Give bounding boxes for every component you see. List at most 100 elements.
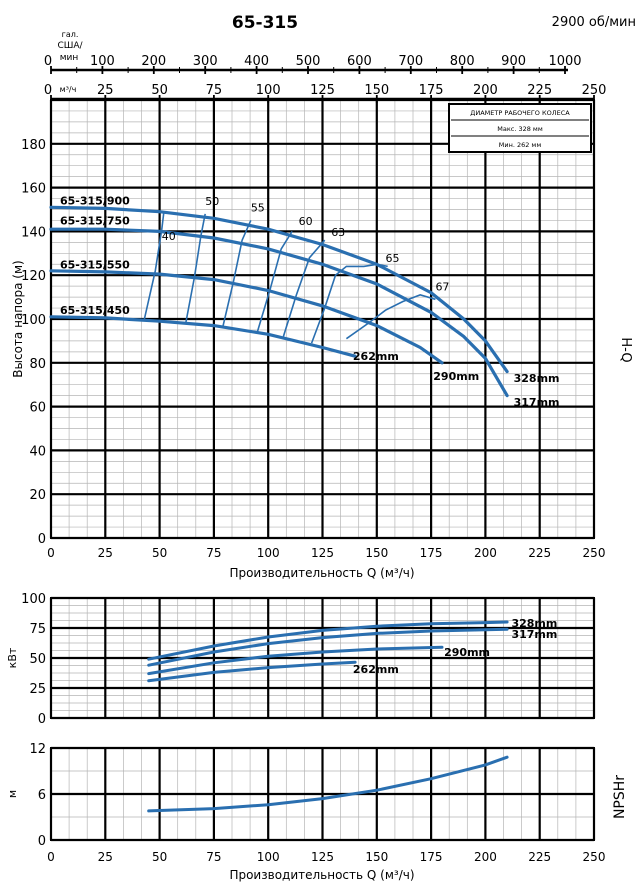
hq-side-label: H-Q bbox=[618, 337, 633, 362]
usgpm-unit-line3: мин bbox=[60, 53, 79, 63]
head-y-tick: 120 bbox=[21, 269, 46, 284]
power-curve-328mm bbox=[147, 620, 509, 661]
npsh-x-tick: 75 bbox=[206, 850, 221, 864]
efficiency-iso-line-2 bbox=[184, 213, 206, 324]
speed-label: 2900 об/мин bbox=[552, 15, 636, 30]
usgpm-tick-label: 200 bbox=[141, 54, 166, 69]
efficiency-label-67: 67 bbox=[435, 281, 449, 294]
impeller-model-label: 65-315/900 bbox=[60, 195, 130, 208]
usgpm-tick-label: 400 bbox=[244, 54, 269, 69]
head-x-tick: 175 bbox=[420, 546, 443, 560]
power-y-tick: 25 bbox=[29, 682, 46, 697]
efficiency-iso-line-1 bbox=[143, 211, 165, 320]
legend-box: ДИАМЕТР РАБОЧЕГО КОЛЕСА Макс. 328 мм Мин… bbox=[448, 103, 592, 153]
power-y-tick: 75 bbox=[29, 622, 46, 637]
npsh-x-tick: 100 bbox=[257, 850, 280, 864]
head-end-label-317mm: 317mm bbox=[514, 396, 560, 409]
npsh-x-tick: 225 bbox=[528, 850, 551, 864]
power-y-tick: 100 bbox=[21, 592, 46, 607]
impeller-model-label: 65-315/550 bbox=[60, 258, 130, 271]
power-end-label-328mm: 328mm bbox=[511, 617, 557, 630]
efficiency-iso-line-3 bbox=[221, 220, 252, 328]
npsh-x-tick: 200 bbox=[474, 850, 497, 864]
head-x-tick: 200 bbox=[474, 546, 497, 560]
efficiency-iso-line-4 bbox=[256, 230, 293, 333]
head-x-tick: 150 bbox=[365, 546, 388, 560]
impeller-model-label: 65-315/750 bbox=[60, 214, 130, 227]
m3h-tick-label: 50 bbox=[151, 83, 168, 98]
power-y-tick: 0 bbox=[38, 712, 46, 727]
m3h-tick-label: 75 bbox=[206, 83, 223, 98]
efficiency-iso-line-7 bbox=[345, 294, 436, 340]
npsh-y-tick: 0 bbox=[38, 834, 46, 849]
m3h-tick-label: 150 bbox=[364, 83, 389, 98]
head-end-label-328mm: 328mm bbox=[514, 372, 560, 385]
efficiency-label-63: 63 bbox=[331, 226, 345, 239]
efficiency-label-40: 40 bbox=[162, 230, 176, 243]
head-y-tick: 20 bbox=[29, 488, 46, 503]
head-y-tick: 140 bbox=[21, 225, 46, 240]
usgpm-tick-label: 800 bbox=[450, 54, 475, 69]
m3h-tick-label: 225 bbox=[527, 83, 552, 98]
efficiency-label-55: 55 bbox=[251, 202, 265, 215]
power-end-label-262mm: 262mm bbox=[353, 663, 399, 676]
npsh-x-axis-label: Производительность Q (м³/ч) bbox=[229, 868, 414, 882]
efficiency-label-60: 60 bbox=[299, 215, 313, 228]
npsh-x-tick: 175 bbox=[420, 850, 443, 864]
legend-min-diameter: Мин. 262 мм bbox=[499, 141, 542, 149]
npsh-x-tick: 250 bbox=[583, 850, 606, 864]
npsh-side-label: NPSHr bbox=[612, 775, 628, 819]
npsh-x-tick: 125 bbox=[311, 850, 334, 864]
impeller-model-label: 65-315/450 bbox=[60, 304, 130, 317]
usgpm-unit-line1: гал. bbox=[62, 30, 79, 39]
power-curve-262mm bbox=[147, 660, 357, 683]
m3h-tick-label: 175 bbox=[419, 83, 444, 98]
head-x-tick: 225 bbox=[528, 546, 551, 560]
head-end-label-290mm: 290mm bbox=[433, 370, 479, 383]
efficiency-label-50: 50 bbox=[205, 195, 219, 208]
head-y-tick: 40 bbox=[29, 444, 46, 459]
m3h-tick-label: 200 bbox=[473, 83, 498, 98]
head-y-tick: 160 bbox=[21, 182, 46, 197]
npsh-x-tick: 0 bbox=[47, 850, 55, 864]
head-curve-262mm bbox=[49, 315, 357, 358]
head-x-tick: 250 bbox=[583, 546, 606, 560]
efficiency-iso-line-5 bbox=[282, 239, 326, 337]
head-x-tick: 50 bbox=[152, 546, 167, 560]
power-curve-317mm bbox=[147, 627, 509, 667]
model-title: 65-315 bbox=[232, 13, 298, 33]
power-y-axis-label: кВт bbox=[6, 647, 19, 668]
npsh-y-tick: 6 bbox=[38, 788, 46, 803]
head-x-tick: 25 bbox=[98, 546, 113, 560]
head-x-tick: 125 bbox=[311, 546, 334, 560]
head-y-tick: 100 bbox=[21, 313, 46, 328]
usgpm-unit-line2: США/ bbox=[57, 41, 83, 51]
usgpm-tick-label: 700 bbox=[398, 54, 423, 69]
npsh-y-axis-label: м bbox=[6, 790, 19, 798]
m3h-tick-label: 250 bbox=[582, 83, 607, 98]
power-curve-290mm bbox=[147, 645, 444, 676]
usgpm-tick-label: 0 bbox=[44, 54, 52, 69]
usgpm-tick-label: 600 bbox=[347, 54, 372, 69]
head-y-tick: 80 bbox=[29, 357, 46, 372]
head-curve-317mm bbox=[49, 227, 509, 398]
head-y-tick: 0 bbox=[38, 532, 46, 547]
usgpm-tick-label: 1000 bbox=[548, 54, 581, 69]
legend-max-diameter: Макс. 328 мм bbox=[497, 125, 543, 133]
head-x-tick: 100 bbox=[257, 546, 280, 560]
head-y-axis-label: Высота напора (м) bbox=[11, 260, 25, 377]
npsh-curve-npshr bbox=[147, 755, 509, 813]
npsh-x-tick: 25 bbox=[98, 850, 113, 864]
head-x-axis-label: Производительность Q (м³/ч) bbox=[229, 566, 414, 580]
head-y-tick: 60 bbox=[29, 401, 46, 416]
usgpm-tick-label: 900 bbox=[501, 54, 526, 69]
head-curve-290mm bbox=[49, 269, 444, 365]
head-x-tick: 0 bbox=[47, 546, 55, 560]
npsh-x-tick: 150 bbox=[365, 850, 388, 864]
m3h-tick-label: 25 bbox=[97, 83, 114, 98]
head-x-tick: 75 bbox=[206, 546, 221, 560]
efficiency-label-65: 65 bbox=[385, 252, 399, 265]
efficiency-iso-line-6 bbox=[310, 263, 388, 344]
